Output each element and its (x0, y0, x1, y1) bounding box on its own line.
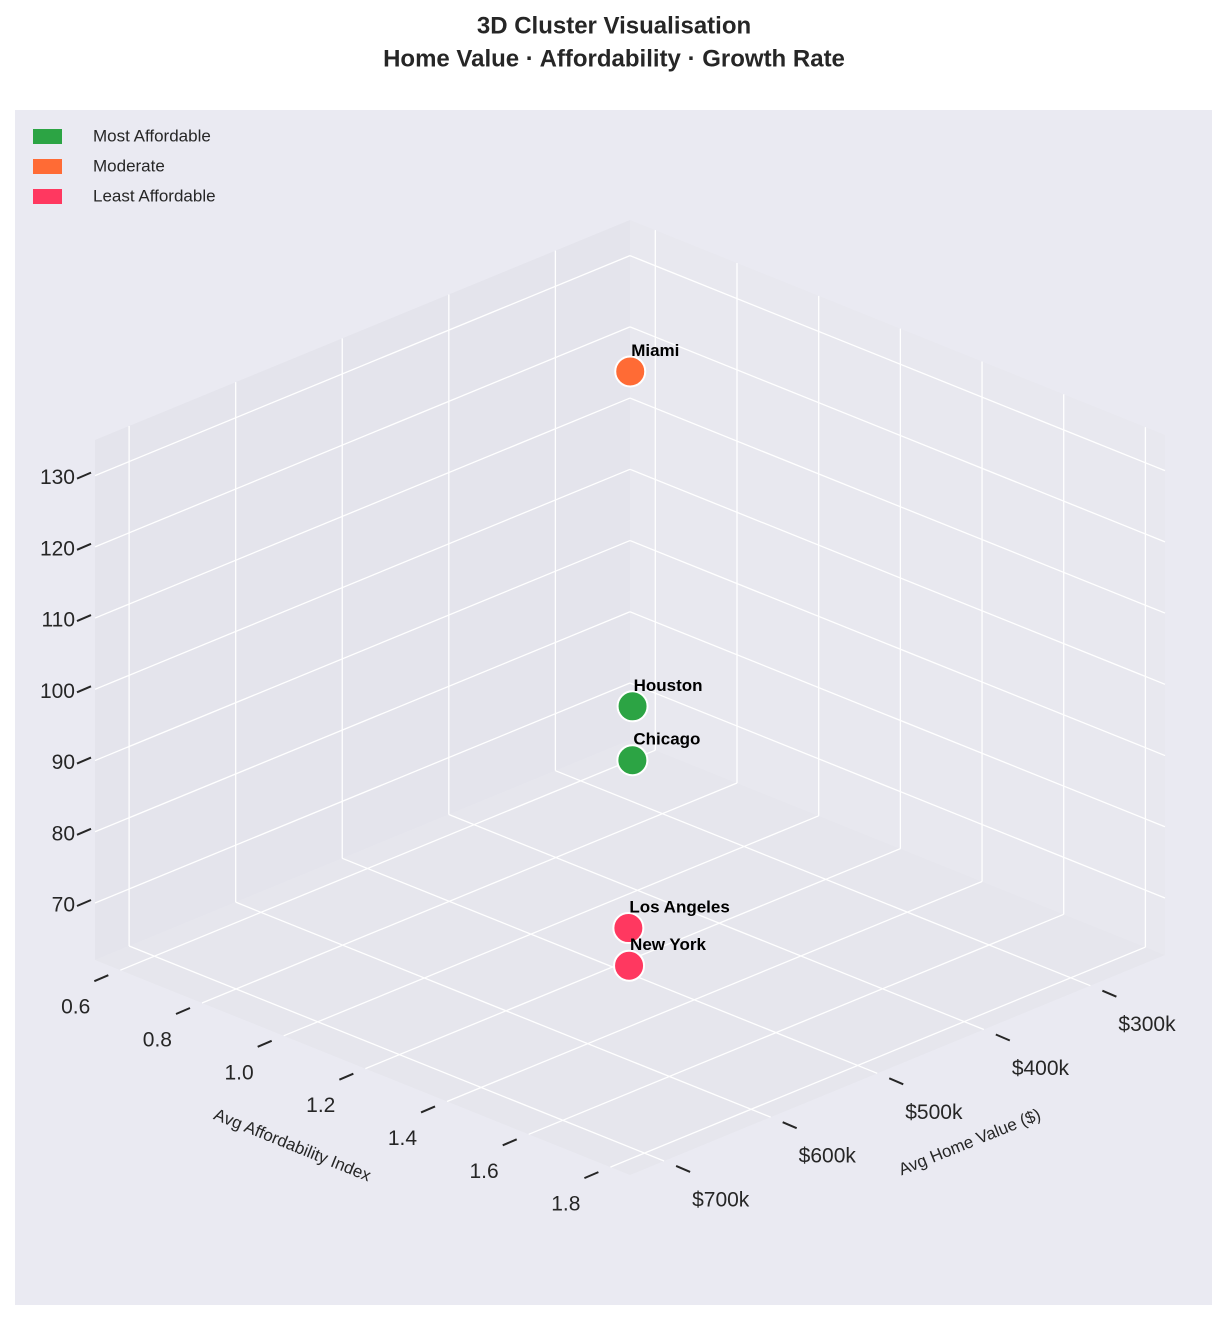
legend-swatch (33, 189, 62, 204)
y-tick-label: 1.0 (224, 1061, 253, 1084)
x-tick-label: $600k (799, 1145, 857, 1168)
legend-swatch (33, 159, 62, 174)
point-label: Los Angeles (629, 898, 729, 917)
y-tick (338, 1072, 354, 1081)
z-tick-label: 80 (52, 822, 75, 845)
x-tick-label: $700k (692, 1189, 750, 1212)
y-tick-label: 1.2 (306, 1094, 335, 1117)
grid-line (94, 397, 631, 619)
z-tick-label: 120 (40, 537, 75, 560)
x-tick-label: $300k (1118, 1013, 1176, 1036)
z-tick (76, 827, 92, 836)
y-tick-label: 0.8 (143, 1029, 172, 1052)
x-tick (782, 1121, 798, 1130)
chart-title: 3D Cluster Visualisation (477, 12, 751, 39)
grid-line (120, 749, 656, 971)
x-tick-label: $400k (1012, 1057, 1070, 1080)
grid-line (528, 913, 1064, 1135)
grid-line (94, 682, 631, 904)
grid-line (283, 815, 819, 1037)
grid-line (94, 611, 631, 833)
z-tick (76, 542, 92, 551)
chart-subtitle: Home Value · Affordability · Growth Rate (383, 45, 845, 72)
z-tick-label: 110 (42, 609, 75, 632)
grid-line (629, 468, 1166, 685)
legend-label: Moderate (93, 156, 165, 175)
grid-line (235, 901, 771, 1118)
grid-line (342, 857, 878, 1074)
z-tick (76, 614, 92, 623)
legend-label: Least Affordable (93, 186, 216, 205)
grid-line (629, 539, 1166, 757)
y-tick-label: 1.6 (470, 1160, 499, 1183)
grid-line (629, 611, 1166, 828)
point-label: Chicago (633, 730, 700, 749)
y-tick (175, 1007, 191, 1015)
y-tick (257, 1039, 273, 1048)
grid-line (201, 782, 738, 1004)
z-tick (76, 756, 92, 765)
legend-label: Most Affordable (93, 126, 211, 145)
y-tick-label: 0.6 (61, 996, 90, 1019)
grid-line (94, 539, 631, 762)
x-tick (995, 1033, 1011, 1042)
grid-line (629, 397, 1166, 614)
grid-line (555, 770, 1091, 987)
right-wall-pane (630, 220, 1165, 955)
z-tick-label: 100 (40, 680, 75, 703)
y-tick (584, 1171, 599, 1180)
left-wall-pane (95, 220, 630, 960)
grid-line (94, 468, 631, 690)
grid-line (610, 946, 1146, 1168)
y-tick (502, 1138, 518, 1147)
z-tick-label: 130 (40, 466, 75, 489)
point-label: Houston (634, 676, 703, 695)
z-tick-label: 70 (52, 894, 75, 917)
data-point (613, 949, 646, 982)
grid-line (629, 326, 1166, 543)
grid-line (128, 945, 665, 1162)
x-tick (675, 1165, 691, 1173)
point-label: New York (630, 935, 706, 954)
point-label: Miami (631, 341, 679, 360)
z-tick-label: 90 (52, 751, 75, 774)
y-tick-label: 1.8 (551, 1193, 580, 1216)
data-point (612, 912, 645, 945)
x-tick (888, 1077, 904, 1086)
x-tick-label: $500k (905, 1101, 963, 1124)
legend-swatch (33, 129, 62, 144)
data-point (616, 744, 649, 777)
grid-line (448, 813, 985, 1031)
z-tick (76, 899, 92, 907)
data-point (614, 355, 647, 388)
grid-line (629, 682, 1166, 899)
y-tick (420, 1105, 436, 1114)
z-tick (76, 685, 92, 694)
y-tick (93, 974, 109, 983)
grid-line (94, 326, 631, 548)
y-tick-label: 1.4 (388, 1127, 418, 1150)
grid-line (446, 880, 983, 1103)
grid-line (629, 255, 1166, 472)
data-point (616, 690, 649, 723)
z-tick (76, 471, 92, 480)
grid-line (94, 255, 631, 477)
x-tick (1102, 989, 1117, 998)
